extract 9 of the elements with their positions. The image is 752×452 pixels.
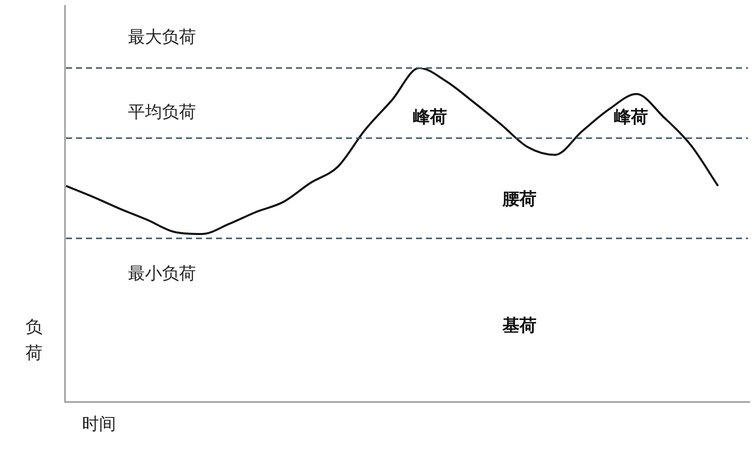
annotation: 基荷 (502, 316, 537, 336)
y-axis-title: 负荷 (26, 317, 42, 362)
ref-line-label: 最小负荷 (128, 264, 196, 283)
x-axis-title: 时间 (82, 414, 116, 434)
ref-line-label: 最大负荷 (128, 27, 196, 46)
annotation: 峰荷 (413, 107, 448, 126)
ref-line-label: 平均负荷 (128, 102, 196, 122)
annotation: 腰荷 (502, 189, 537, 208)
annotation: 峰荷 (614, 107, 648, 126)
